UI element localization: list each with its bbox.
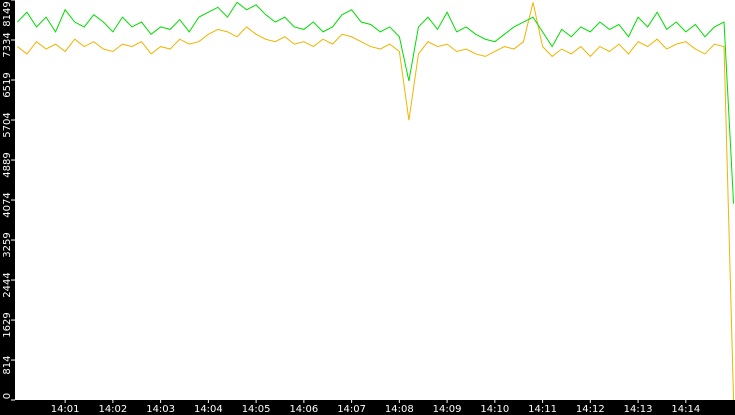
y-tick-label: 8149 <box>2 1 13 26</box>
x-tick-label: 14:03 <box>146 404 175 415</box>
y-tick-label: 5704 <box>2 112 13 137</box>
series-line <box>17 2 735 401</box>
x-tick-label: 14:09 <box>433 404 462 415</box>
y-tick-label: 4889 <box>2 152 13 177</box>
x-tick-label: 14:08 <box>385 404 414 415</box>
x-tick-label: 14:04 <box>194 404 223 415</box>
y-tick-label: 3259 <box>2 232 13 257</box>
x-tick-label: 14:11 <box>528 404 557 415</box>
series-line <box>17 1 735 204</box>
x-tick-label: 14:14 <box>671 404 700 415</box>
x-tick-label: 14:10 <box>480 404 509 415</box>
x-tick-label: 14:13 <box>624 404 653 415</box>
x-tick-label: 14:05 <box>242 404 271 415</box>
y-tick-label: 0 <box>2 393 13 399</box>
y-tick-label: 6519 <box>2 72 13 97</box>
y-tick-label: 814 <box>2 355 13 374</box>
x-tick-label: 14:01 <box>51 404 80 415</box>
y-tick-label: 7334 <box>2 32 13 57</box>
x-tick-label: 14:12 <box>576 404 605 415</box>
x-tick-label: 14:02 <box>98 404 127 415</box>
y-tick-label: 2444 <box>2 272 13 297</box>
x-tick-label: 14:07 <box>337 404 366 415</box>
x-axis-strip <box>0 400 735 415</box>
y-tick-label: 1629 <box>2 312 13 337</box>
y-axis-strip <box>0 0 15 415</box>
x-tick-label: 14:06 <box>289 404 318 415</box>
y-tick-label: 4074 <box>2 192 13 217</box>
